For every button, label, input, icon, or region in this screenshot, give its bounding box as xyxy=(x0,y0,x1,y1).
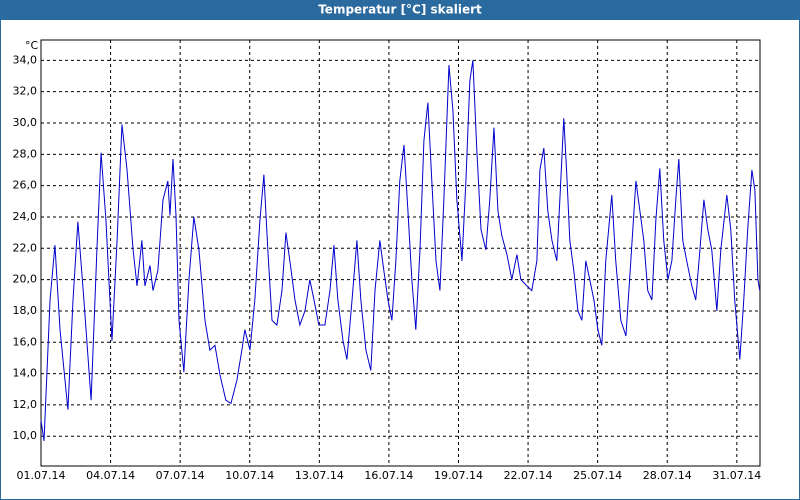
y-tick-label: 18,0 xyxy=(13,304,38,317)
x-tick-label: 01.07.14 xyxy=(17,469,66,482)
x-tick-label: 10.07.14 xyxy=(225,469,274,482)
y-tick-label: 34,0 xyxy=(13,53,38,66)
data-line xyxy=(40,60,761,442)
plot-area xyxy=(41,40,760,466)
y-tick-label: 16,0 xyxy=(13,335,38,348)
y-tick-label: 26,0 xyxy=(13,179,38,192)
x-tick-label: 25.07.14 xyxy=(573,469,622,482)
x-tick-label: 28.07.14 xyxy=(643,469,692,482)
x-tick-label: 16.07.14 xyxy=(364,469,413,482)
y-tick-label: 24,0 xyxy=(13,210,38,223)
y-unit: °C xyxy=(25,39,39,52)
x-tick-label: 22.07.14 xyxy=(504,469,553,482)
y-tick-label: 30,0 xyxy=(13,116,38,129)
y-tick-label: 10,0 xyxy=(13,429,38,442)
title-bar xyxy=(0,0,800,20)
y-tick-label: 32,0 xyxy=(13,85,38,98)
y-tick-label: 22,0 xyxy=(13,241,38,254)
chart-title: Temperatur [°C] skaliert xyxy=(318,3,482,17)
x-tick-label: 19.07.14 xyxy=(434,469,483,482)
y-tick-label: 28,0 xyxy=(13,147,38,160)
x-tick-label: 04.07.14 xyxy=(86,469,135,482)
x-tick-label: 31.07.14 xyxy=(712,469,761,482)
x-tick-label: 13.07.14 xyxy=(295,469,344,482)
plot-border xyxy=(40,39,761,467)
y-tick-label: 20,0 xyxy=(13,273,38,286)
y-tick-label: 12,0 xyxy=(13,398,38,411)
y-tick-label: 14,0 xyxy=(13,367,38,380)
x-tick-label: 07.07.14 xyxy=(156,469,205,482)
